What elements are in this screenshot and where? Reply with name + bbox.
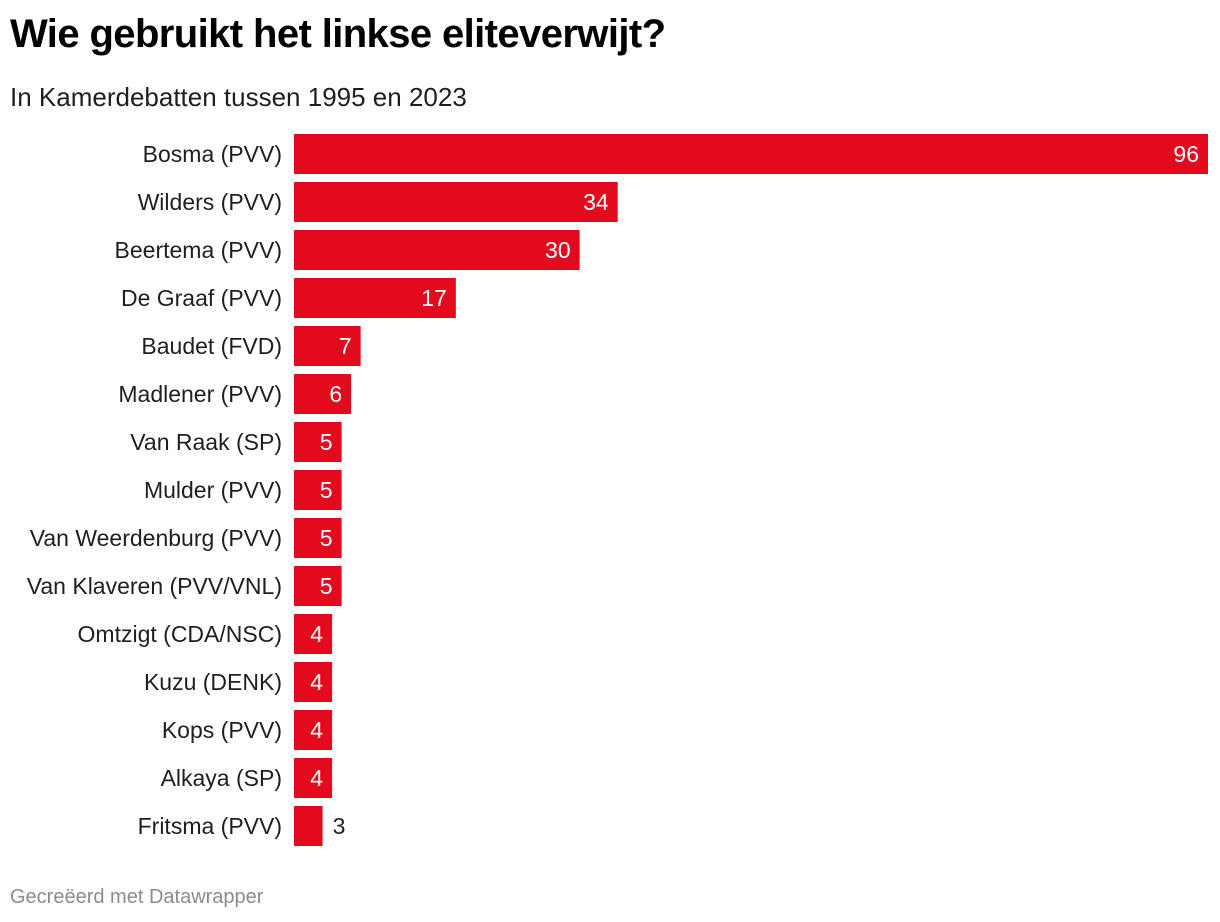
value-label: 6 xyxy=(329,381,342,407)
bar xyxy=(294,326,361,366)
category-label: Fritsma (PVV) xyxy=(138,813,282,839)
bar-row: Van Weerdenburg (PVV) 5 xyxy=(30,518,342,558)
value-label: 4 xyxy=(310,621,323,647)
bar xyxy=(294,374,352,414)
value-label: 3 xyxy=(333,813,346,839)
value-label: 4 xyxy=(310,717,323,743)
value-label: 7 xyxy=(339,333,352,359)
footer-credit: Gecreëerd met Datawrapper xyxy=(10,886,264,908)
value-label: 30 xyxy=(545,237,571,263)
bar xyxy=(294,806,323,846)
bar xyxy=(294,422,342,462)
bar xyxy=(294,614,333,654)
category-label: Beertema (PVV) xyxy=(115,237,282,263)
bar xyxy=(294,518,342,558)
category-label: Alkaya (SP) xyxy=(161,765,282,791)
bar xyxy=(294,566,342,606)
value-label: 5 xyxy=(320,477,333,503)
bar-row: Wilders (PVV) 34 xyxy=(138,182,618,222)
value-label: 5 xyxy=(320,573,333,599)
bar-row: Mulder (PVV) 5 xyxy=(144,470,342,510)
bar xyxy=(294,278,456,318)
bar xyxy=(294,662,333,702)
value-label: 4 xyxy=(310,669,323,695)
category-label: De Graaf (PVV) xyxy=(121,285,282,311)
bar xyxy=(294,134,1208,174)
category-label: Kuzu (DENK) xyxy=(144,669,282,695)
chart-title: Wie gebruikt het linkse eliteverwijt? xyxy=(10,12,666,56)
value-label: 5 xyxy=(320,525,333,551)
bar-row: Bosma (PVV) 96 xyxy=(143,134,1208,174)
value-label: 34 xyxy=(583,189,609,215)
category-label: Van Klaveren (PVV/VNL) xyxy=(27,573,282,599)
category-label: Mulder (PVV) xyxy=(144,477,282,503)
category-label: Omtzigt (CDA/NSC) xyxy=(78,621,282,647)
bar xyxy=(294,758,333,798)
bar-row: Beertema (PVV) 30 xyxy=(115,230,580,270)
value-label: 5 xyxy=(320,429,333,455)
category-label: Madlener (PVV) xyxy=(118,381,282,407)
bar-row: Van Klaveren (PVV/VNL) 5 xyxy=(27,566,342,606)
bar-row: Kops (PVV) 4 xyxy=(162,710,333,750)
bar xyxy=(294,470,342,510)
bar-row: Madlener (PVV) 6 xyxy=(118,374,352,414)
bar xyxy=(294,182,618,222)
bar-row: Fritsma (PVV) 3 xyxy=(138,806,346,846)
bar-row: De Graaf (PVV) 17 xyxy=(121,278,456,318)
bar-row: Baudet (FVD) 7 xyxy=(141,326,361,366)
category-label: Wilders (PVV) xyxy=(138,189,282,215)
bar-row: Omtzigt (CDA/NSC) 4 xyxy=(78,614,333,654)
category-label: Van Raak (SP) xyxy=(130,429,282,455)
bar xyxy=(294,230,580,270)
category-label: Van Weerdenburg (PVV) xyxy=(30,525,282,551)
category-label: Kops (PVV) xyxy=(162,717,282,743)
bar-row: Alkaya (SP) 4 xyxy=(161,758,333,798)
chart-subtitle: In Kamerdebatten tussen 1995 en 2023 xyxy=(10,82,467,112)
value-label: 17 xyxy=(421,285,447,311)
bar-row: Kuzu (DENK) 4 xyxy=(144,662,333,702)
bar-row: Van Raak (SP) 5 xyxy=(130,422,342,462)
category-label: Baudet (FVD) xyxy=(141,333,282,359)
value-label: 96 xyxy=(1173,141,1199,167)
category-label: Bosma (PVV) xyxy=(143,141,282,167)
value-label: 4 xyxy=(310,765,323,791)
bar xyxy=(294,710,333,750)
